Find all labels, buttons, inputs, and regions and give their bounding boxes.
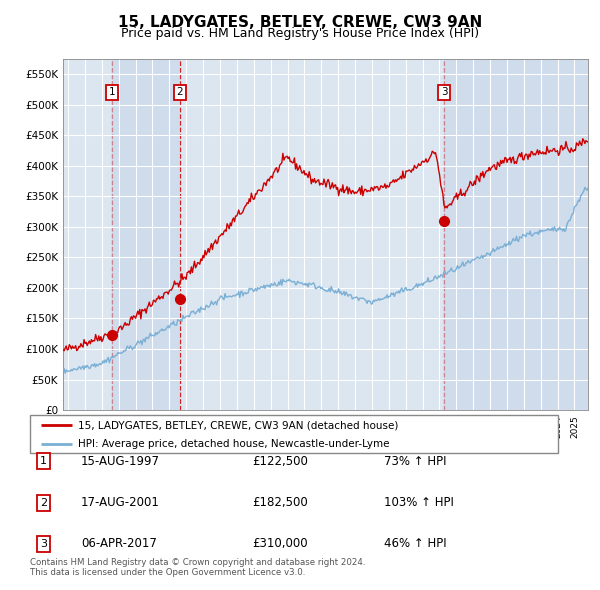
Text: HPI: Average price, detached house, Newcastle-under-Lyme: HPI: Average price, detached house, Newc… [77,440,389,450]
Text: 15-AUG-1997: 15-AUG-1997 [81,455,160,468]
Text: 3: 3 [40,539,47,549]
Text: 1: 1 [40,457,47,466]
Text: 1: 1 [109,87,116,97]
Text: 2: 2 [40,498,47,507]
Text: 17-AUG-2001: 17-AUG-2001 [81,496,160,509]
Text: 73% ↑ HPI: 73% ↑ HPI [384,455,446,468]
Text: £310,000: £310,000 [252,537,308,550]
Text: 15, LADYGATES, BETLEY, CREWE, CW3 9AN (detached house): 15, LADYGATES, BETLEY, CREWE, CW3 9AN (d… [77,420,398,430]
Bar [444,59,588,410]
Text: 15, LADYGATES, BETLEY, CREWE, CW3 9AN: 15, LADYGATES, BETLEY, CREWE, CW3 9AN [118,15,482,30]
Text: 2: 2 [176,87,183,97]
Text: £182,500: £182,500 [252,496,308,509]
FancyBboxPatch shape [30,415,558,453]
Text: Price paid vs. HM Land Registry's House Price Index (HPI): Price paid vs. HM Land Registry's House … [121,27,479,40]
Text: 06-APR-2017: 06-APR-2017 [81,537,157,550]
Text: £122,500: £122,500 [252,455,308,468]
Bar [112,59,180,410]
Text: Contains HM Land Registry data © Crown copyright and database right 2024.
This d: Contains HM Land Registry data © Crown c… [30,558,365,577]
Text: 3: 3 [440,87,448,97]
Text: 46% ↑ HPI: 46% ↑ HPI [384,537,446,550]
Text: 103% ↑ HPI: 103% ↑ HPI [384,496,454,509]
